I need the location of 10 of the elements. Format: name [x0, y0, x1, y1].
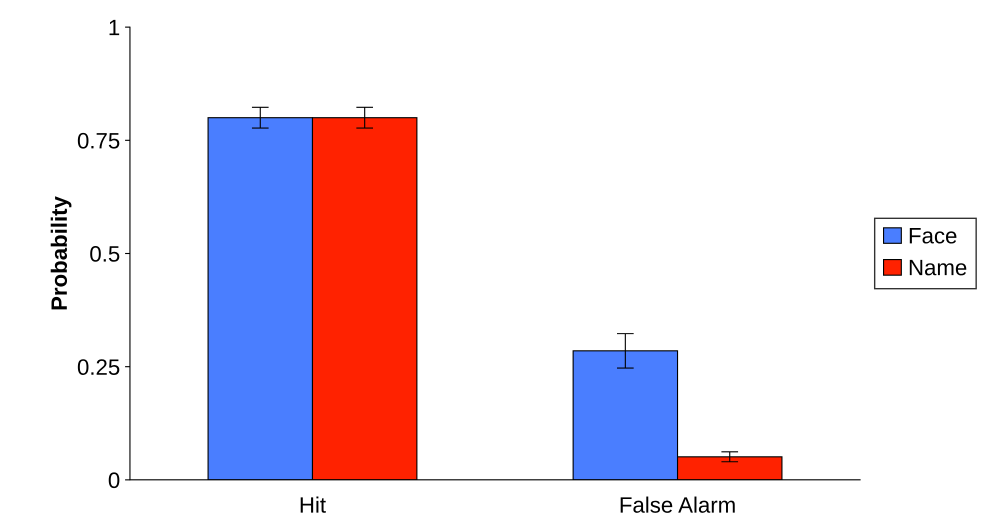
legend-label: Face	[910, 228, 956, 244]
y-axis-title: Probability	[50, 196, 72, 310]
x-tick-label: Hit	[300, 496, 326, 513]
y-tick-label: 0.75	[78, 132, 120, 149]
y-tick-label: 0.5	[90, 246, 120, 262]
y-tick-label: 1	[110, 20, 120, 36]
x-tick-label: False Alarm	[620, 496, 735, 513]
y-tick-label: 0	[108, 472, 120, 488]
y-tick-label: 0.25	[78, 359, 120, 375]
legend-label: Name	[910, 260, 966, 276]
